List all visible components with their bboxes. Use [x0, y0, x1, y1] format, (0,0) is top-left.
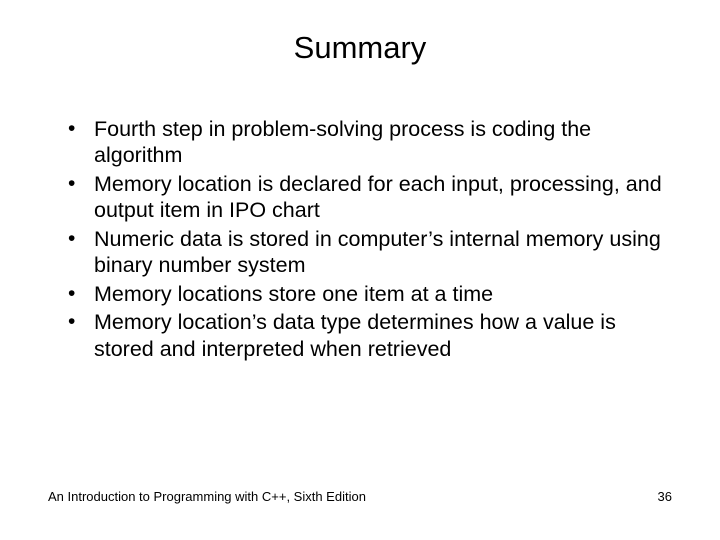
footer-text: An Introduction to Programming with C++,… [48, 489, 366, 504]
slide-title: Summary [48, 30, 672, 66]
slide-container: Summary Fourth step in problem-solving p… [0, 0, 720, 540]
list-item: Memory locations store one item at a tim… [68, 281, 672, 307]
list-item: Numeric data is stored in computer’s int… [68, 226, 672, 279]
page-number: 36 [658, 489, 672, 504]
list-item: Fourth step in problem-solving process i… [68, 116, 672, 169]
list-item: Memory location is declared for each inp… [68, 171, 672, 224]
bullet-list: Fourth step in problem-solving process i… [48, 116, 672, 362]
list-item: Memory location’s data type determines h… [68, 309, 672, 362]
slide-footer: An Introduction to Programming with C++,… [48, 489, 672, 504]
